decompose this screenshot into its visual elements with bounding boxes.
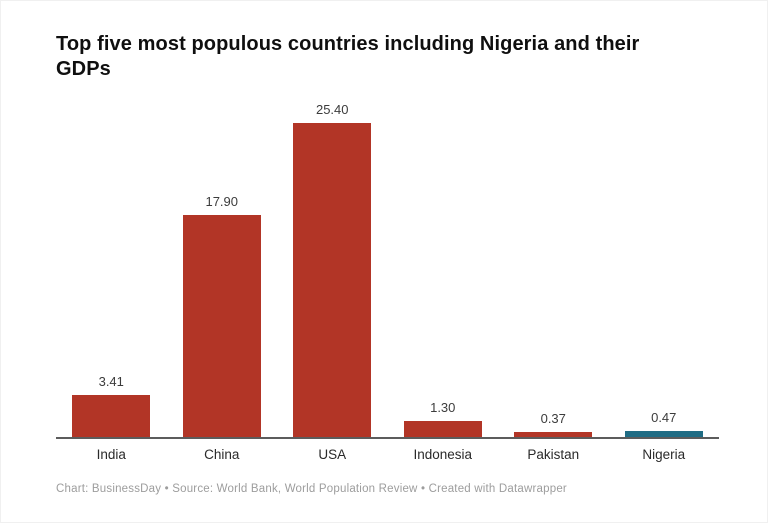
x-axis-line — [56, 436, 719, 439]
bar-india — [72, 394, 151, 437]
category-label-usa: USA — [318, 446, 347, 462]
bar-value-label: 25.40 — [315, 101, 349, 117]
chart-credit: Chart: BusinessDay • Source: World Bank,… — [56, 482, 567, 495]
category-label-nigeria: Nigeria — [642, 446, 686, 462]
chart-title: Top five most populous countries includi… — [56, 33, 640, 81]
category-label-china: China — [204, 446, 240, 462]
bar-indonesia — [403, 420, 482, 437]
bar-value-label: 17.90 — [205, 194, 239, 210]
category-labels: India China USA Indonesia Pakistan Nigeria — [56, 447, 719, 462]
category-label-indonesia: Indonesia — [413, 446, 473, 462]
bar-column-nigeria: 0.47 — [609, 97, 720, 437]
bar-usa — [293, 122, 372, 437]
plot-columns: 3.41 17.90 25.40 1.30 0.37 0.47 — [56, 97, 719, 437]
category-label-pakistan: Pakistan — [527, 446, 580, 462]
category-label-india: India — [96, 446, 126, 462]
bar-pakistan — [514, 432, 593, 437]
bar-value-label: 3.41 — [98, 373, 124, 389]
bar-china — [182, 215, 261, 437]
bar-column-india: 3.41 — [56, 97, 167, 437]
bar-column-usa: 25.40 — [277, 97, 388, 437]
bar-column-pakistan: 0.37 — [498, 97, 609, 437]
bar-value-label: 1.30 — [430, 399, 456, 415]
bar-nigeria — [624, 430, 703, 437]
bar-column-china: 17.90 — [167, 97, 278, 437]
bar-value-label: 0.37 — [540, 411, 566, 427]
bar-column-indonesia: 1.30 — [388, 97, 499, 437]
bar-chart: 3.41 17.90 25.40 1.30 0.37 0.47 India China USA… — [56, 97, 719, 462]
bar-value-label: 0.47 — [651, 409, 677, 425]
